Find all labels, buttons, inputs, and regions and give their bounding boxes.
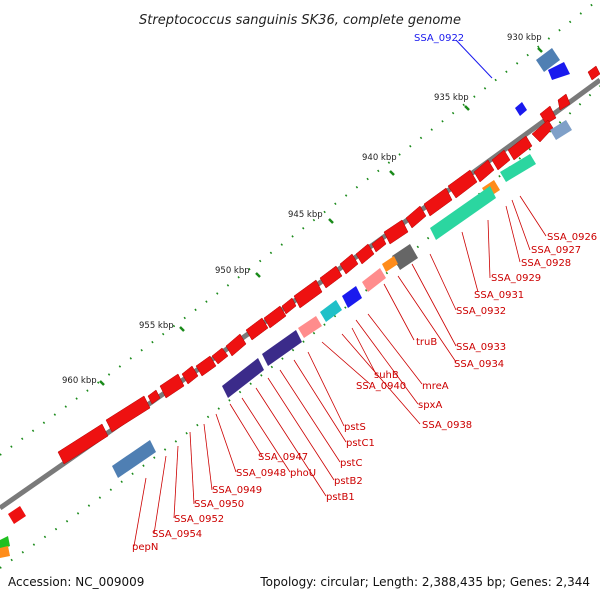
tick-label-960: 960 kbp [62, 376, 97, 386]
major-tick-940 [389, 170, 395, 176]
major-tick-930 [537, 47, 543, 53]
gene-arrow [536, 48, 560, 72]
gene-arrow [507, 135, 533, 161]
gene-label: suhB [374, 370, 399, 381]
gene-label: SSA_0952 [174, 514, 224, 525]
gene-label: SSA_0949 [212, 485, 262, 496]
gene-label: pstC [340, 458, 362, 469]
gene-label: SSA_0926 [547, 232, 597, 243]
gene-arrow [105, 395, 151, 433]
gene-label: SSA_0934 [454, 359, 504, 370]
gene-label: SSA_0940 [356, 381, 406, 392]
gene-arrow [293, 279, 323, 309]
tick-label-940: 940 kbp [362, 153, 397, 163]
gene-label: pstB2 [334, 476, 363, 487]
gene-label: SSA_0933 [456, 342, 506, 353]
gene-arrow [531, 119, 554, 143]
gene-arrow [222, 358, 264, 398]
major-tick-935 [464, 105, 470, 111]
gene-arrow [57, 423, 109, 465]
gene-arrow [112, 440, 156, 478]
highlight-leader [455, 39, 493, 79]
gene-label: pstS [344, 422, 366, 433]
gene-label: mreA [422, 381, 449, 392]
label-leaders [133, 195, 547, 547]
gene-label: SSA_0948 [236, 468, 286, 479]
accession-text: Accession: NC_009009 [8, 575, 144, 589]
gene-arrow [225, 333, 247, 357]
gene-arrow [587, 65, 600, 81]
gene-arrow [491, 149, 511, 171]
gene-arrow [211, 347, 229, 365]
gene-arrow [8, 506, 26, 524]
major-tick-955 [179, 326, 185, 332]
gene-label: SSA_0938 [422, 420, 472, 431]
gene-arrow [473, 159, 495, 183]
gene-label: phoU [290, 468, 316, 479]
tick-label-945: 945 kbp [288, 210, 323, 220]
gene-arrow [355, 243, 375, 265]
gene-arrow [320, 300, 342, 322]
gene-arrow [181, 365, 199, 385]
gene-arrow [147, 389, 161, 405]
gene-arrow [371, 235, 387, 253]
highlight-gene-label: SSA_0922 [414, 33, 464, 44]
forward-gene-track [57, 65, 600, 465]
gene-label: truB [416, 337, 437, 348]
gene-label: pepN [132, 542, 158, 553]
gene-arrow [405, 205, 427, 229]
gene-arrow [423, 187, 453, 217]
outer-scale-arc [0, 0, 599, 456]
gene-arrow [159, 373, 185, 399]
gene-labels: SSA_0926 SSA_0927 SSA_0928 SSA_0929 SSA_… [132, 232, 597, 553]
gene-label: spxA [418, 400, 442, 411]
gene-arrow [319, 265, 343, 289]
gene-arrow [195, 355, 217, 377]
major-tick-945 [328, 218, 334, 224]
gene-arrow [548, 62, 570, 80]
gene-arrow [262, 330, 302, 366]
gene-label: SSA_0947 [258, 452, 308, 463]
gene-arrow [298, 316, 322, 338]
reverse-gene-track [0, 48, 572, 558]
gene-arrow [263, 305, 287, 329]
gene-label: SSA_0927 [531, 245, 581, 256]
tick-label-950: 950 kbp [215, 266, 250, 276]
gene-arrow [342, 286, 362, 308]
gene-arrow [430, 186, 496, 240]
tick-label-930: 930 kbp [507, 33, 542, 43]
gene-arrow [539, 105, 557, 125]
genome-summary-text: Topology: circular; Length: 2,388,435 bp… [259, 575, 590, 589]
gene-arrow [0, 546, 10, 558]
gene-arrow [447, 169, 478, 199]
tick-label-935: 935 kbp [434, 93, 469, 103]
gene-arrow [339, 253, 359, 275]
map-title: Streptococcus sanguinis SK36, complete g… [139, 13, 461, 28]
gene-label: pstC1 [346, 438, 375, 449]
gene-arrow [392, 244, 418, 270]
gene-label: SSA_0928 [521, 258, 571, 269]
gene-arrow [550, 120, 572, 140]
major-tick-960 [99, 380, 105, 386]
gene-arrow [515, 102, 527, 116]
gene-label: pstB1 [326, 492, 355, 503]
tick-label-955: 955 kbp [139, 321, 174, 331]
gene-label: SSA_0932 [456, 306, 506, 317]
gene-label: SSA_0950 [194, 499, 244, 510]
gene-label: SSA_0929 [491, 273, 541, 284]
gene-label: SSA_0954 [152, 529, 202, 540]
gene-label: SSA_0931 [474, 290, 524, 301]
gene-arrow [500, 154, 536, 182]
gene-arrow [281, 297, 297, 315]
gene-arrow [382, 256, 398, 272]
gene-arrow [383, 219, 409, 245]
gene-arrow [245, 317, 269, 341]
gene-arrow [362, 268, 386, 292]
major-tick-950 [255, 272, 261, 278]
gene-arrow [557, 93, 571, 111]
